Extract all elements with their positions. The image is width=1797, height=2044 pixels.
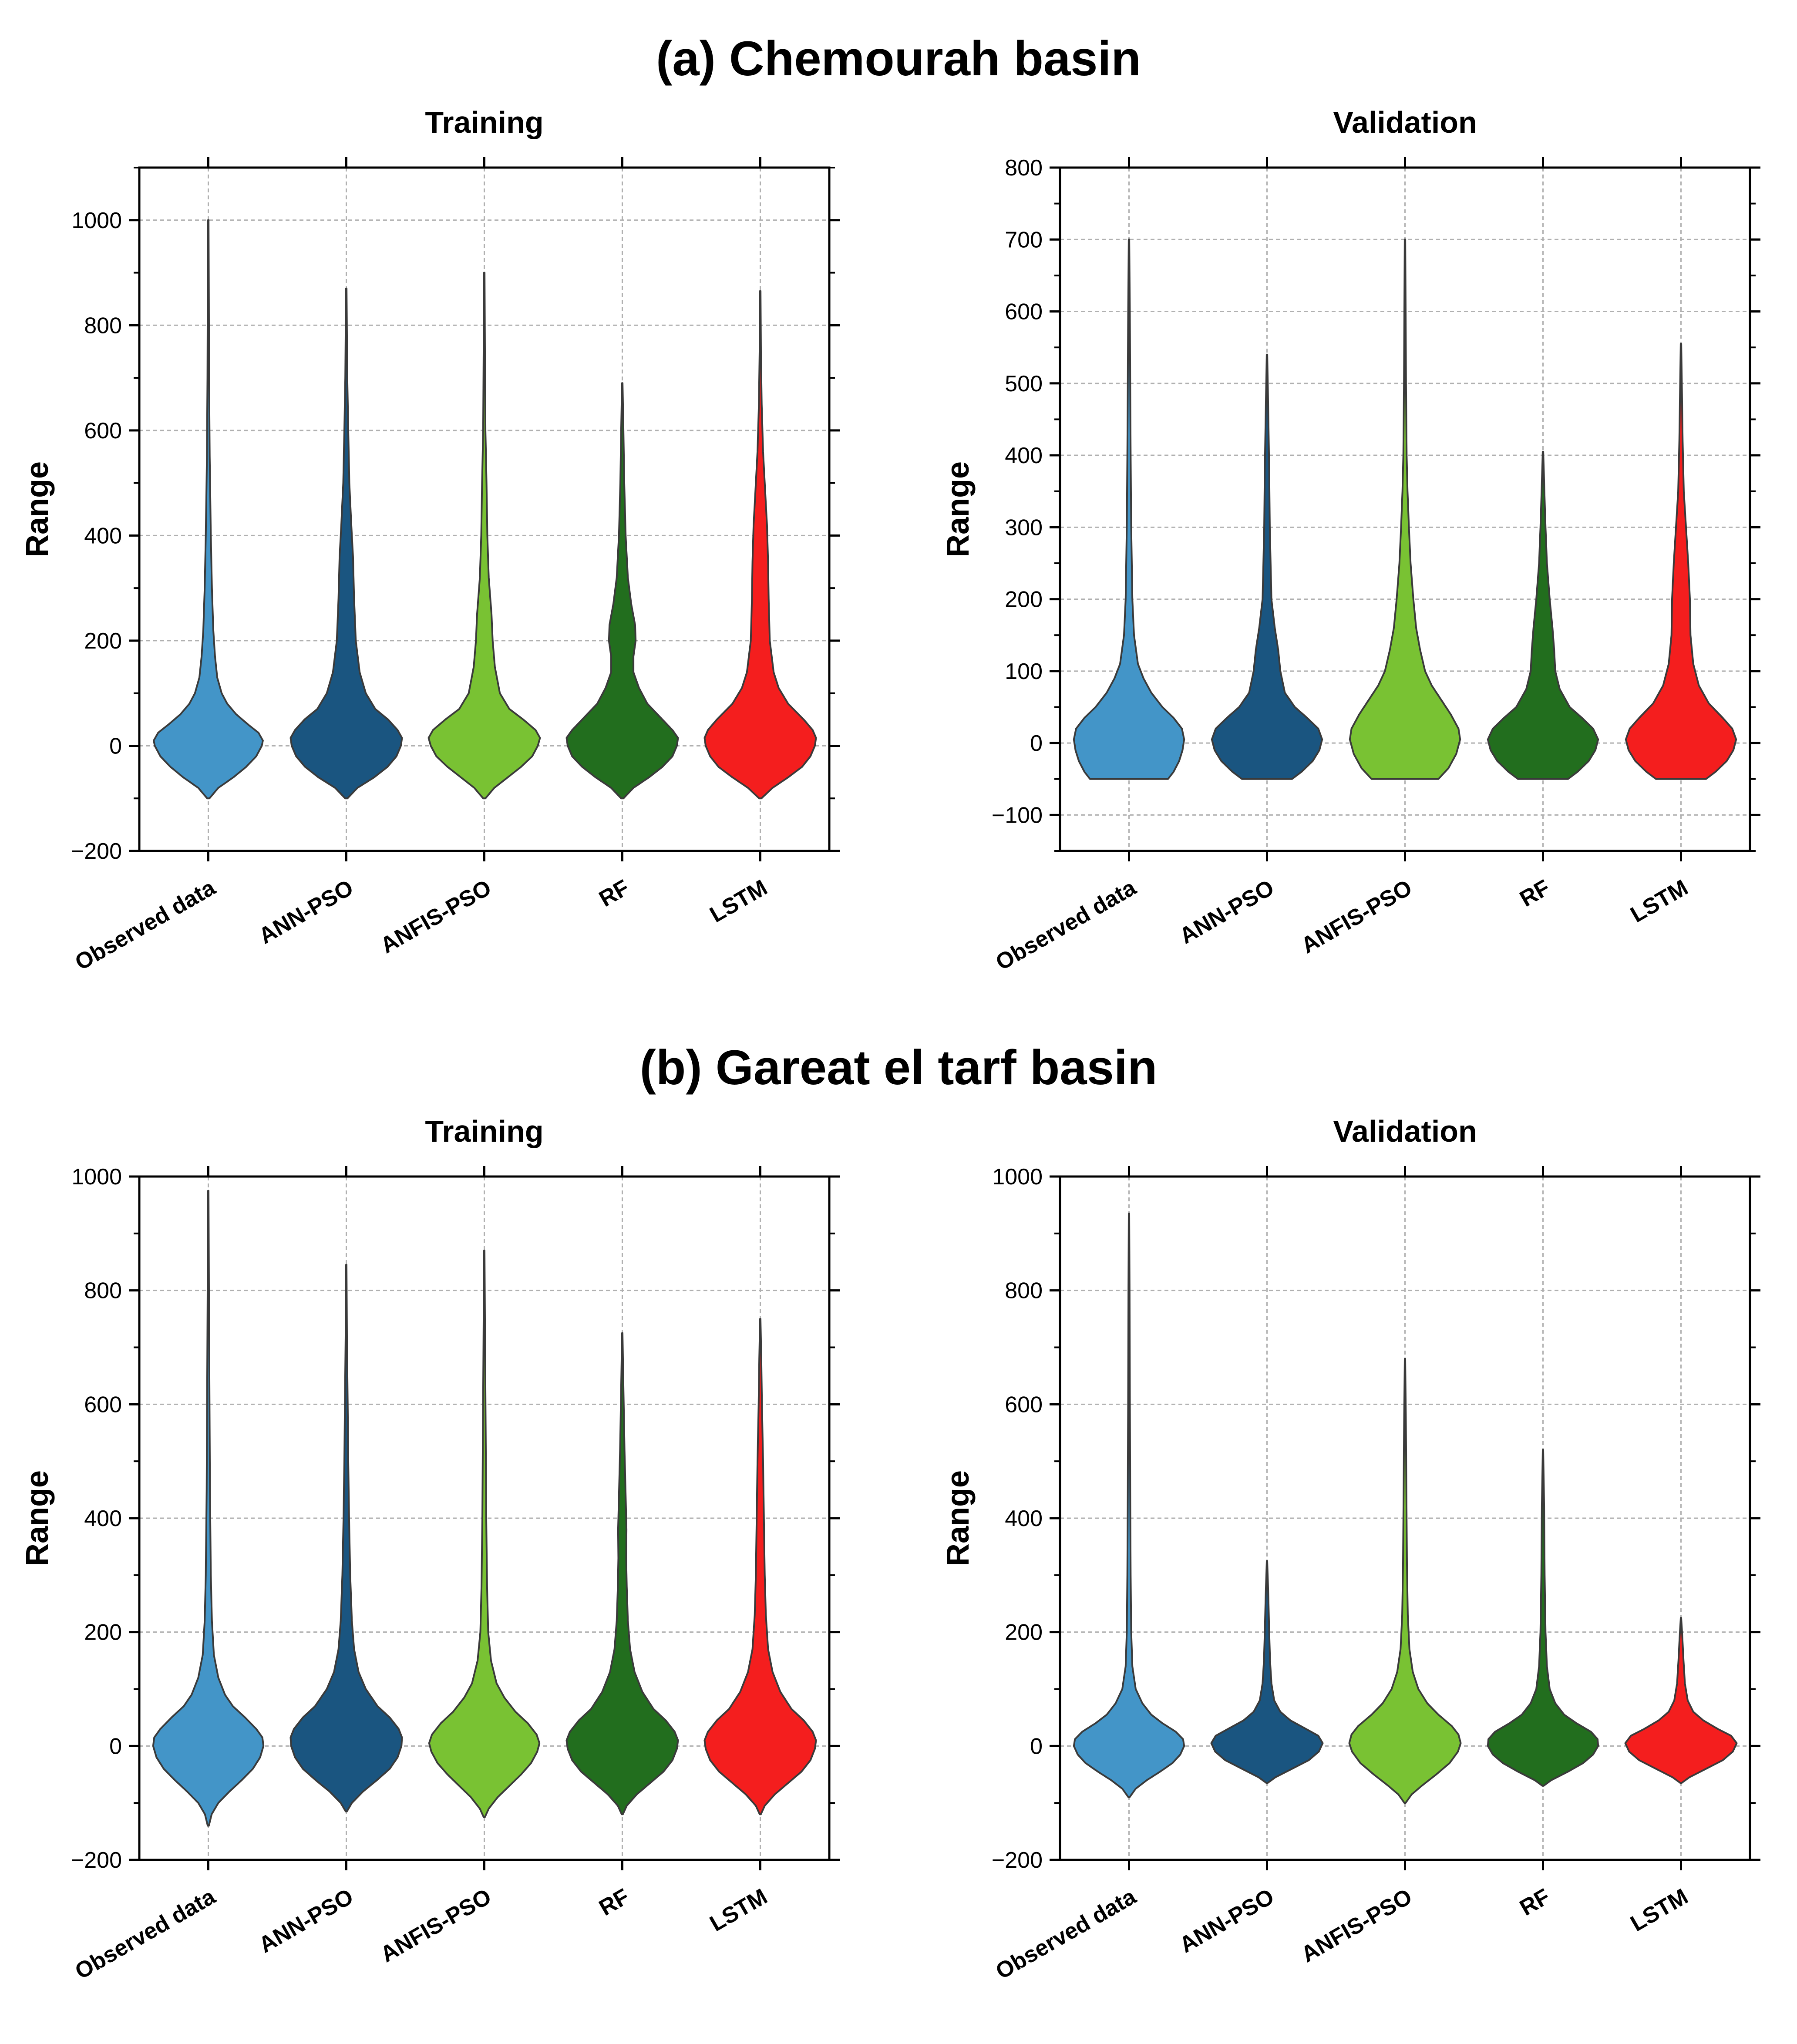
x-tick-label: RF [595,1884,633,1921]
x-tick-label: Observed data [71,875,220,975]
chart-title: Validation [1333,105,1477,139]
violin-rf [565,382,679,800]
violin-ann-pso [289,287,403,800]
y-tick-label: 1000 [71,1164,122,1190]
x-tick-label: ANN-PSO [1175,1884,1279,1958]
violin-rf [1487,1449,1599,1787]
y-tick-label: 800 [84,1278,122,1304]
violin-ann-pso [1211,353,1323,780]
y-tick-label: 600 [84,1392,122,1417]
y-tick-label: 0 [1030,731,1043,756]
violin-ann-pso [289,1264,403,1812]
section-title-a: (a) Chemourah basin [656,31,1141,86]
violin-lstm [1624,1617,1738,1784]
violin-anfis-pso [427,272,541,800]
x-tick-label: LSTM [1626,1884,1693,1936]
violin-rf [1487,450,1599,780]
y-tick-label: 0 [1030,1734,1043,1759]
y-tick-label: 800 [1005,155,1043,181]
y-axis-label: Range [941,1470,976,1566]
x-tick-label: ANN-PSO [255,1884,358,1958]
x-tick-label: ANFIS-PSO [1297,875,1416,958]
y-tick-label: 700 [1005,227,1043,252]
y-tick-label: 200 [1005,1620,1043,1645]
violin-anfis-pso [1348,1358,1462,1804]
y-tick-label: 600 [84,418,122,444]
violin-anfis-pso [1349,239,1461,780]
chart-panel-1: −200 0 200 400 600 800 1000 Observed data ANN-PS… [20,105,840,975]
y-tick-label: 300 [1005,515,1043,540]
violin-lstm [1625,343,1737,780]
x-tick-label: RF [595,875,633,912]
y-tick-label: 200 [84,629,122,654]
y-tick-label: −200 [71,1848,122,1873]
chart-title: Validation [1333,1114,1477,1148]
violin-observed-data [152,1190,265,1827]
y-tick-label: 800 [1005,1278,1043,1304]
violin-observed-data [1073,1213,1185,1799]
violin-lstm [703,290,817,800]
x-tick-label: LSTM [706,875,772,928]
chart-title: Training [425,1114,543,1148]
y-tick-label: 1000 [71,208,122,233]
violin-observed-data [153,219,264,800]
chart-panel-2: −100 0 100 200 300 400 500 600 700 800 Observed da… [941,105,1760,975]
y-tick-label: 500 [1005,371,1043,397]
y-tick-label: 200 [84,1620,122,1645]
y-tick-label: 200 [1005,587,1043,612]
section-title-b: (b) Gareat el tarf basin [639,1040,1158,1095]
y-tick-label: 400 [1005,443,1043,468]
y-axis-label: Range [20,1470,55,1566]
y-tick-label: 800 [84,313,122,338]
x-tick-label: ANFIS-PSO [376,1884,495,1967]
x-tick-label: Observed data [992,1884,1141,1984]
y-axis-label: Range [20,461,55,557]
y-tick-label: 400 [1005,1506,1043,1531]
x-tick-label: RF [1515,1884,1554,1921]
violin-ann-pso [1210,1560,1324,1784]
y-axis-label: Range [941,461,976,557]
chart-panel-4: −200 0 200 400 600 800 1000 Observed data ANN-PS… [941,1114,1760,1984]
x-tick-label: LSTM [706,1884,772,1936]
y-tick-label: 400 [84,1506,122,1531]
violin-rf [565,1332,679,1815]
y-tick-label: −100 [992,803,1043,828]
x-tick-label: ANN-PSO [1175,875,1279,949]
chart-panel-3: −200 0 200 400 600 800 1000 Observed data ANN-PS… [20,1114,840,1984]
x-tick-label: ANN-PSO [255,875,358,949]
x-tick-label: Observed data [71,1884,220,1984]
x-tick-label: RF [1515,875,1554,912]
y-tick-label: −200 [992,1848,1043,1873]
violin-lstm [703,1318,817,1815]
y-tick-label: 0 [109,733,122,759]
x-tick-label: ANFIS-PSO [376,875,495,958]
violin-observed-data [1073,239,1185,780]
y-tick-label: 1000 [992,1164,1043,1190]
y-tick-label: −200 [71,839,122,864]
chart-title: Training [425,105,543,139]
x-tick-label: Observed data [992,875,1141,975]
y-tick-label: 600 [1005,1392,1043,1417]
x-tick-label: ANFIS-PSO [1297,1884,1416,1967]
x-tick-label: LSTM [1626,875,1693,928]
y-tick-label: 400 [84,523,122,548]
y-tick-label: 0 [109,1734,122,1759]
y-tick-label: 100 [1005,659,1043,684]
y-tick-label: 600 [1005,299,1043,325]
violin-anfis-pso [428,1250,541,1818]
